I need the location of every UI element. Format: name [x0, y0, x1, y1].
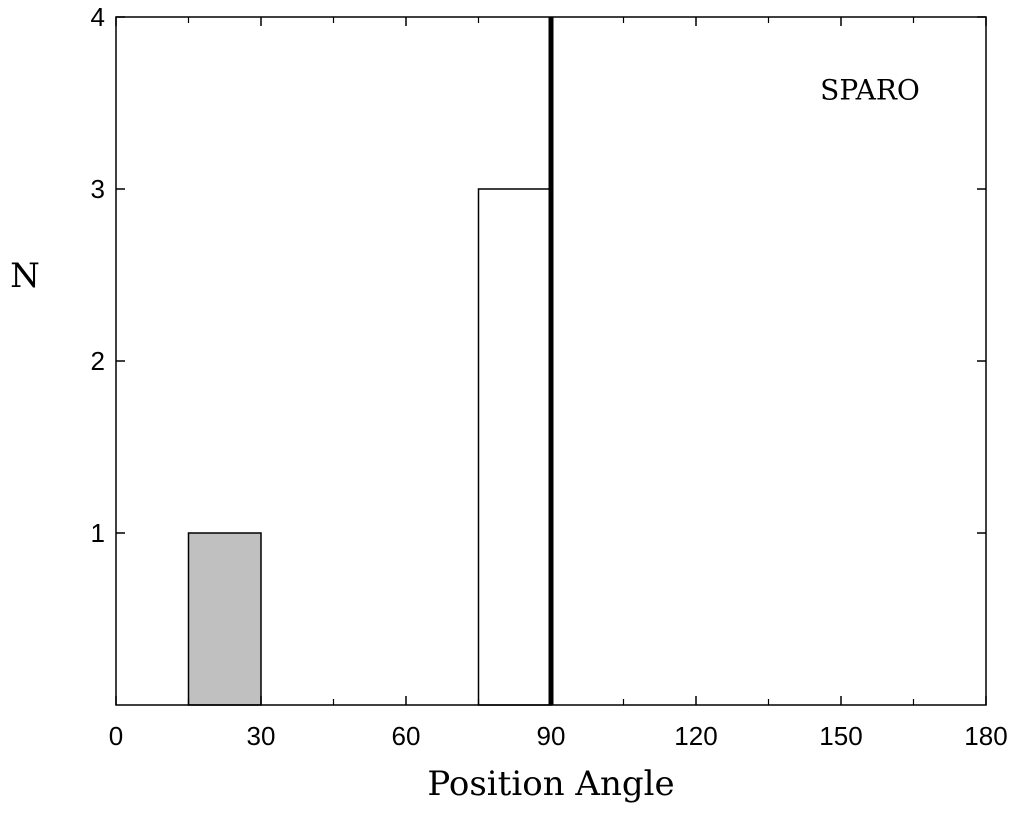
x-tick-label: 30: [247, 721, 276, 751]
bars-layer: [187, 188, 552, 706]
x-axis-title: Position Angle: [427, 764, 674, 804]
x-tick-label: 150: [819, 721, 862, 751]
x-tick-labels: 0 30 60 90 120 150 180: [109, 721, 1008, 751]
y-axis-title: N: [10, 256, 40, 296]
x-tick-label: 60: [392, 721, 421, 751]
y-tick-label: 1: [91, 518, 105, 548]
sparo-annotation: SPARO: [820, 74, 920, 107]
x-tick-label: 120: [674, 721, 717, 751]
x-tick-label: 90: [537, 721, 566, 751]
y-tick-label: 4: [91, 2, 105, 32]
y-tick-label: 2: [91, 346, 105, 376]
histogram-bar-15-30: [187, 532, 262, 706]
histogram-bar-75-90: [477, 188, 552, 706]
x-tick-label: 0: [109, 721, 123, 751]
y-tick-label: 3: [91, 174, 105, 204]
x-tick-label: 180: [964, 721, 1007, 751]
y-tick-labels: 1 2 3 4: [91, 2, 105, 548]
